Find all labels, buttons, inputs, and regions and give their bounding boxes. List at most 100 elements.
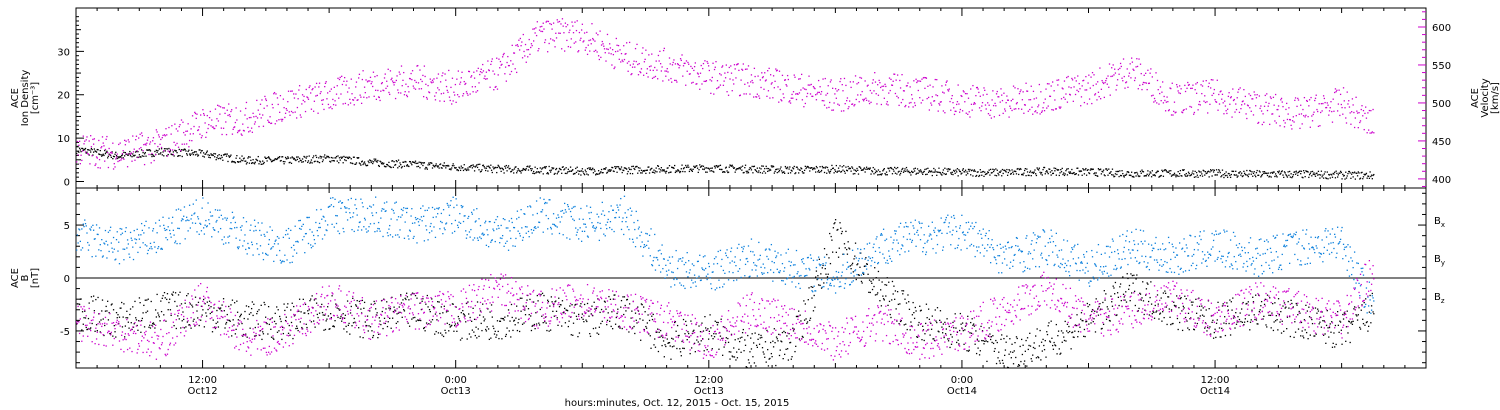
- data-point: [201, 314, 203, 316]
- data-point: [939, 171, 941, 174]
- data-point: [862, 272, 864, 274]
- data-point: [143, 326, 146, 328]
- data-point: [743, 171, 745, 174]
- data-point: [103, 154, 105, 157]
- data-point: [1038, 167, 1041, 169]
- data-point: [513, 172, 515, 174]
- data-point: [727, 341, 730, 344]
- data-point: [504, 316, 506, 318]
- data-point: [949, 100, 951, 103]
- data-point: [575, 171, 578, 174]
- data-point: [104, 324, 106, 327]
- data-point: [1206, 101, 1208, 103]
- data-point: [172, 291, 175, 293]
- data-point: [1317, 174, 1319, 176]
- data-point: [1132, 175, 1134, 178]
- data-point: [530, 43, 533, 45]
- data-point: [136, 156, 138, 158]
- data-point: [225, 321, 228, 324]
- data-point: [1125, 81, 1128, 83]
- data-point: [702, 165, 705, 167]
- data-point: [1088, 172, 1090, 174]
- data-point: [938, 167, 940, 169]
- data-point: [443, 305, 445, 307]
- data-point: [481, 169, 483, 171]
- data-point: [998, 96, 1000, 98]
- data-point: [538, 322, 540, 324]
- y-tick-label: 0: [64, 177, 70, 188]
- data-point: [504, 73, 506, 75]
- data-point: [781, 74, 784, 77]
- data-point: [210, 306, 212, 308]
- data-point: [250, 312, 252, 314]
- data-point: [1329, 177, 1331, 179]
- data-point: [1332, 98, 1334, 100]
- data-point: [250, 127, 253, 129]
- data-point: [1244, 173, 1246, 176]
- data-point: [146, 139, 149, 141]
- data-point: [690, 65, 692, 68]
- data-point: [678, 67, 680, 69]
- data-point: [715, 165, 717, 167]
- data-point: [1001, 175, 1003, 177]
- data-point: [118, 143, 120, 146]
- data-point: [1263, 172, 1265, 175]
- data-point: [177, 315, 179, 317]
- data-point: [362, 70, 364, 72]
- data-point: [129, 155, 132, 157]
- data-point: [327, 103, 330, 106]
- data-point: [385, 87, 387, 90]
- data-point: [1042, 168, 1044, 171]
- data-point: [265, 157, 268, 160]
- data-point: [275, 93, 277, 95]
- data-point: [1029, 171, 1031, 174]
- data-point: [465, 91, 468, 93]
- data-point: [679, 351, 682, 353]
- data-point: [1319, 177, 1321, 179]
- data-point: [333, 160, 335, 162]
- data-point: [456, 94, 459, 96]
- data-point: [256, 117, 259, 119]
- data-point: [1046, 83, 1049, 85]
- data-point: [568, 31, 570, 34]
- data-point: [413, 87, 415, 89]
- data-point: [868, 291, 870, 294]
- data-point: [608, 170, 610, 172]
- data-point: [645, 169, 648, 172]
- data-point: [81, 159, 83, 162]
- data-point: [1153, 174, 1156, 176]
- y2-tick-label: 450: [1432, 137, 1451, 148]
- data-point: [1080, 96, 1083, 98]
- data-point: [126, 153, 128, 155]
- data-point: [600, 171, 602, 173]
- data-point: [487, 328, 490, 330]
- data-point: [602, 172, 604, 174]
- data-point: [456, 330, 458, 332]
- data-point: [850, 170, 852, 172]
- data-point: [1336, 89, 1338, 91]
- data-point: [857, 169, 859, 171]
- data-point: [174, 144, 177, 146]
- data-point: [801, 171, 804, 173]
- data-point: [967, 113, 969, 115]
- data-point: [1013, 108, 1015, 110]
- data-point: [367, 80, 369, 82]
- data-point: [533, 172, 536, 175]
- data-point: [906, 85, 908, 87]
- data-point: [583, 321, 585, 323]
- data-point: [256, 310, 259, 313]
- data-point: [800, 168, 803, 170]
- data-point: [775, 68, 777, 70]
- data-point: [865, 263, 868, 265]
- data-point: [806, 321, 809, 323]
- data-point: [530, 46, 532, 49]
- data-point: [661, 170, 663, 172]
- data-point: [840, 171, 842, 173]
- data-point: [1305, 99, 1308, 102]
- data-point: [397, 321, 399, 323]
- data-point: [815, 276, 817, 278]
- data-point: [857, 274, 860, 276]
- data-point: [1093, 74, 1095, 76]
- data-point: [296, 106, 299, 109]
- data-point: [305, 323, 307, 325]
